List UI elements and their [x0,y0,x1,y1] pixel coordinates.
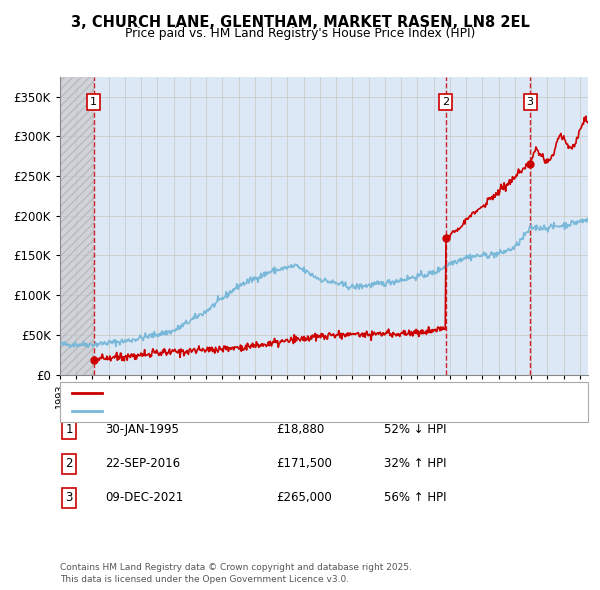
Text: 32% ↑ HPI: 32% ↑ HPI [384,457,446,470]
Text: 09-DEC-2021: 09-DEC-2021 [105,491,183,504]
Text: 52% ↓ HPI: 52% ↓ HPI [384,423,446,436]
Text: 30-JAN-1995: 30-JAN-1995 [105,423,179,436]
Text: £18,880: £18,880 [276,423,324,436]
Text: HPI: Average price, semi-detached house, West Lindsey: HPI: Average price, semi-detached house,… [108,405,419,415]
Text: £171,500: £171,500 [276,457,332,470]
Text: 3: 3 [65,491,73,504]
Text: 1: 1 [90,97,97,107]
Text: £265,000: £265,000 [276,491,332,504]
Text: This data is licensed under the Open Government Licence v3.0.: This data is licensed under the Open Gov… [60,575,349,584]
Text: 1: 1 [65,423,73,436]
Text: 3: 3 [527,97,533,107]
Text: Contains HM Land Registry data © Crown copyright and database right 2025.: Contains HM Land Registry data © Crown c… [60,563,412,572]
Text: 56% ↑ HPI: 56% ↑ HPI [384,491,446,504]
Text: 2: 2 [442,97,449,107]
Text: 22-SEP-2016: 22-SEP-2016 [105,457,180,470]
Text: Price paid vs. HM Land Registry's House Price Index (HPI): Price paid vs. HM Land Registry's House … [125,27,475,40]
Text: 3, CHURCH LANE, GLENTHAM, MARKET RASEN, LN8 2EL: 3, CHURCH LANE, GLENTHAM, MARKET RASEN, … [71,15,529,30]
Bar [60,77,94,375]
Text: 3, CHURCH LANE, GLENTHAM, MARKET RASEN, LN8 2EL (semi-detached house): 3, CHURCH LANE, GLENTHAM, MARKET RASEN, … [108,388,551,398]
Text: 2: 2 [65,457,73,470]
